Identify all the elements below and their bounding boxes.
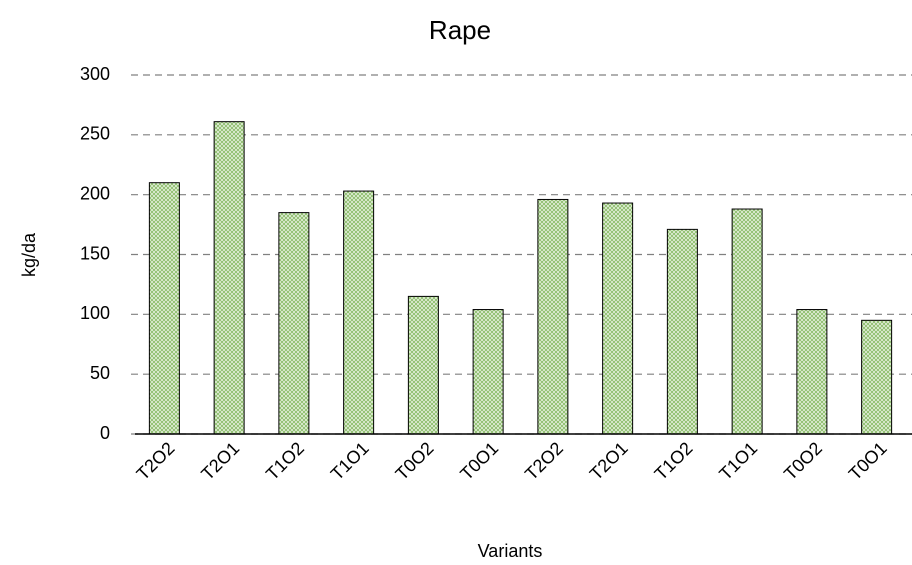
x-axis-label: Variants [478,541,543,561]
y-tick-label: 50 [90,363,110,383]
x-tick-label: T2O1 [586,438,632,484]
bar [537,198,569,435]
y-tick-label: 250 [80,124,110,144]
x-tick-label: T1O1 [715,438,761,484]
x-tick-label: T0O1 [456,438,502,484]
x-tick-label: T2O2 [521,438,567,484]
x-tick-label: T2O2 [133,438,179,484]
bar [602,202,634,435]
chart-title: Rape [429,15,491,45]
bar [343,190,375,435]
bar [731,208,763,435]
y-tick-label: 200 [80,183,110,203]
bar [666,228,698,435]
x-tick-label: T1O2 [262,438,308,484]
y-tick-label: 0 [100,423,110,443]
y-tick-label: 300 [80,64,110,84]
bar [861,319,893,435]
x-tick-label: T1O2 [651,438,697,484]
bar [148,182,180,435]
bar [472,309,504,435]
y-tick-label: 100 [80,303,110,323]
x-tick-label: T0O2 [780,438,826,484]
x-tick-label: T0O2 [392,438,438,484]
bar [796,309,828,435]
bar [278,212,310,435]
y-axis-label: kg/da [19,232,39,277]
y-tick-label: 150 [80,243,110,263]
x-tick-label: T1O1 [327,438,373,484]
bar [407,295,439,435]
x-tick-label: T2O1 [197,438,243,484]
bar [213,121,245,435]
x-tick-label: T0O1 [845,438,891,484]
